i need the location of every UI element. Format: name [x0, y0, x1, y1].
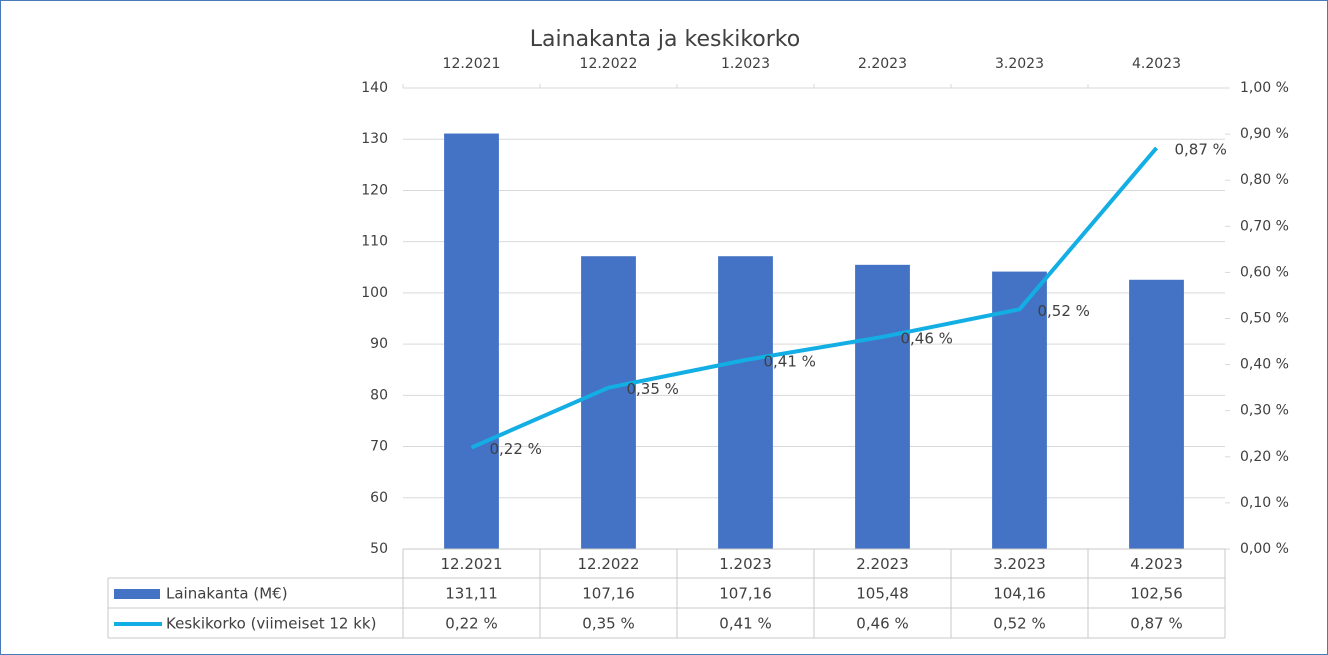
- x-tick-label: 4.2023: [1132, 56, 1181, 72]
- legend-label: Lainakanta (M€): [166, 585, 288, 603]
- data-label: 0,35 %: [627, 380, 679, 398]
- bar: [581, 256, 636, 549]
- bar: [718, 256, 773, 549]
- y-tick-label: 140: [361, 80, 388, 96]
- y2-tick-label: 0,70 %: [1240, 218, 1289, 234]
- table-cell: 102,56: [1130, 585, 1183, 603]
- data-label: 0,87 %: [1175, 140, 1227, 158]
- y-tick-label: 90: [370, 336, 388, 352]
- x-tick-label: 1.2023: [721, 56, 770, 72]
- y2-tick-label: 0,80 %: [1240, 172, 1289, 188]
- table-cell: 0,41 %: [719, 615, 771, 633]
- y2-tick-label: 0,40 %: [1240, 357, 1289, 373]
- table-cell: 0,46 %: [856, 615, 908, 633]
- y2-tick-label: 0,10 %: [1240, 495, 1289, 511]
- y2-tick-label: 0,50 %: [1240, 311, 1289, 327]
- table-cell: 131,11: [445, 585, 498, 603]
- chart-title: Lainakanta ja keskikorko: [530, 27, 800, 52]
- bar: [992, 271, 1047, 549]
- y-tick-label: 70: [370, 439, 388, 455]
- table-cell: 0,35 %: [582, 615, 634, 633]
- table-header: 12.2021: [440, 555, 502, 573]
- table-header: 12.2022: [577, 555, 639, 573]
- line: [470, 146, 1159, 450]
- y-tick-label: 130: [361, 131, 388, 147]
- bar: [1129, 279, 1184, 549]
- y2-tick-label: 0,90 %: [1240, 126, 1289, 142]
- table-header: 2.2023: [856, 555, 909, 573]
- table-cell: 105,48: [856, 585, 909, 603]
- bar: [444, 133, 499, 549]
- legend-label: Keskikorko (viimeiset 12 kk): [166, 615, 376, 633]
- y2-tick-label: 0,60 %: [1240, 264, 1289, 280]
- x-tick-label: 12.2021: [443, 56, 501, 72]
- table-header: 4.2023: [1130, 555, 1183, 573]
- y2-tick-label: 1,00 %: [1240, 80, 1289, 96]
- y-tick-label: 100: [361, 285, 388, 301]
- y-tick-label: 50: [370, 541, 388, 557]
- y2-tick-label: 0,20 %: [1240, 449, 1289, 465]
- legend-key: [114, 589, 160, 599]
- x-tick-label: 3.2023: [995, 56, 1044, 72]
- y2-tick-label: 0,00 %: [1240, 541, 1289, 557]
- table-cell: 104,16: [993, 585, 1046, 603]
- table-header: 3.2023: [993, 555, 1046, 573]
- y-tick-label: 120: [361, 182, 388, 198]
- table-cell: 107,16: [719, 585, 772, 603]
- table-cell: 0,87 %: [1130, 615, 1182, 633]
- y-tick-label: 60: [370, 490, 388, 506]
- data-label: 0,41 %: [764, 352, 816, 370]
- y-tick-label: 80: [370, 387, 388, 403]
- x-tick-label: 12.2022: [580, 56, 638, 72]
- table-cell: 107,16: [582, 585, 635, 603]
- table-cell: 0,22 %: [445, 615, 497, 633]
- x-tick-label: 2.2023: [858, 56, 907, 72]
- y-tick-label: 110: [361, 234, 388, 250]
- bar: [855, 264, 910, 549]
- table-header: 1.2023: [719, 555, 772, 573]
- data-label: 0,46 %: [901, 329, 953, 347]
- y2-tick-label: 0,30 %: [1240, 403, 1289, 419]
- data-label: 0,22 %: [490, 440, 542, 458]
- table-cell: 0,52 %: [993, 615, 1045, 633]
- data-label: 0,52 %: [1038, 302, 1090, 320]
